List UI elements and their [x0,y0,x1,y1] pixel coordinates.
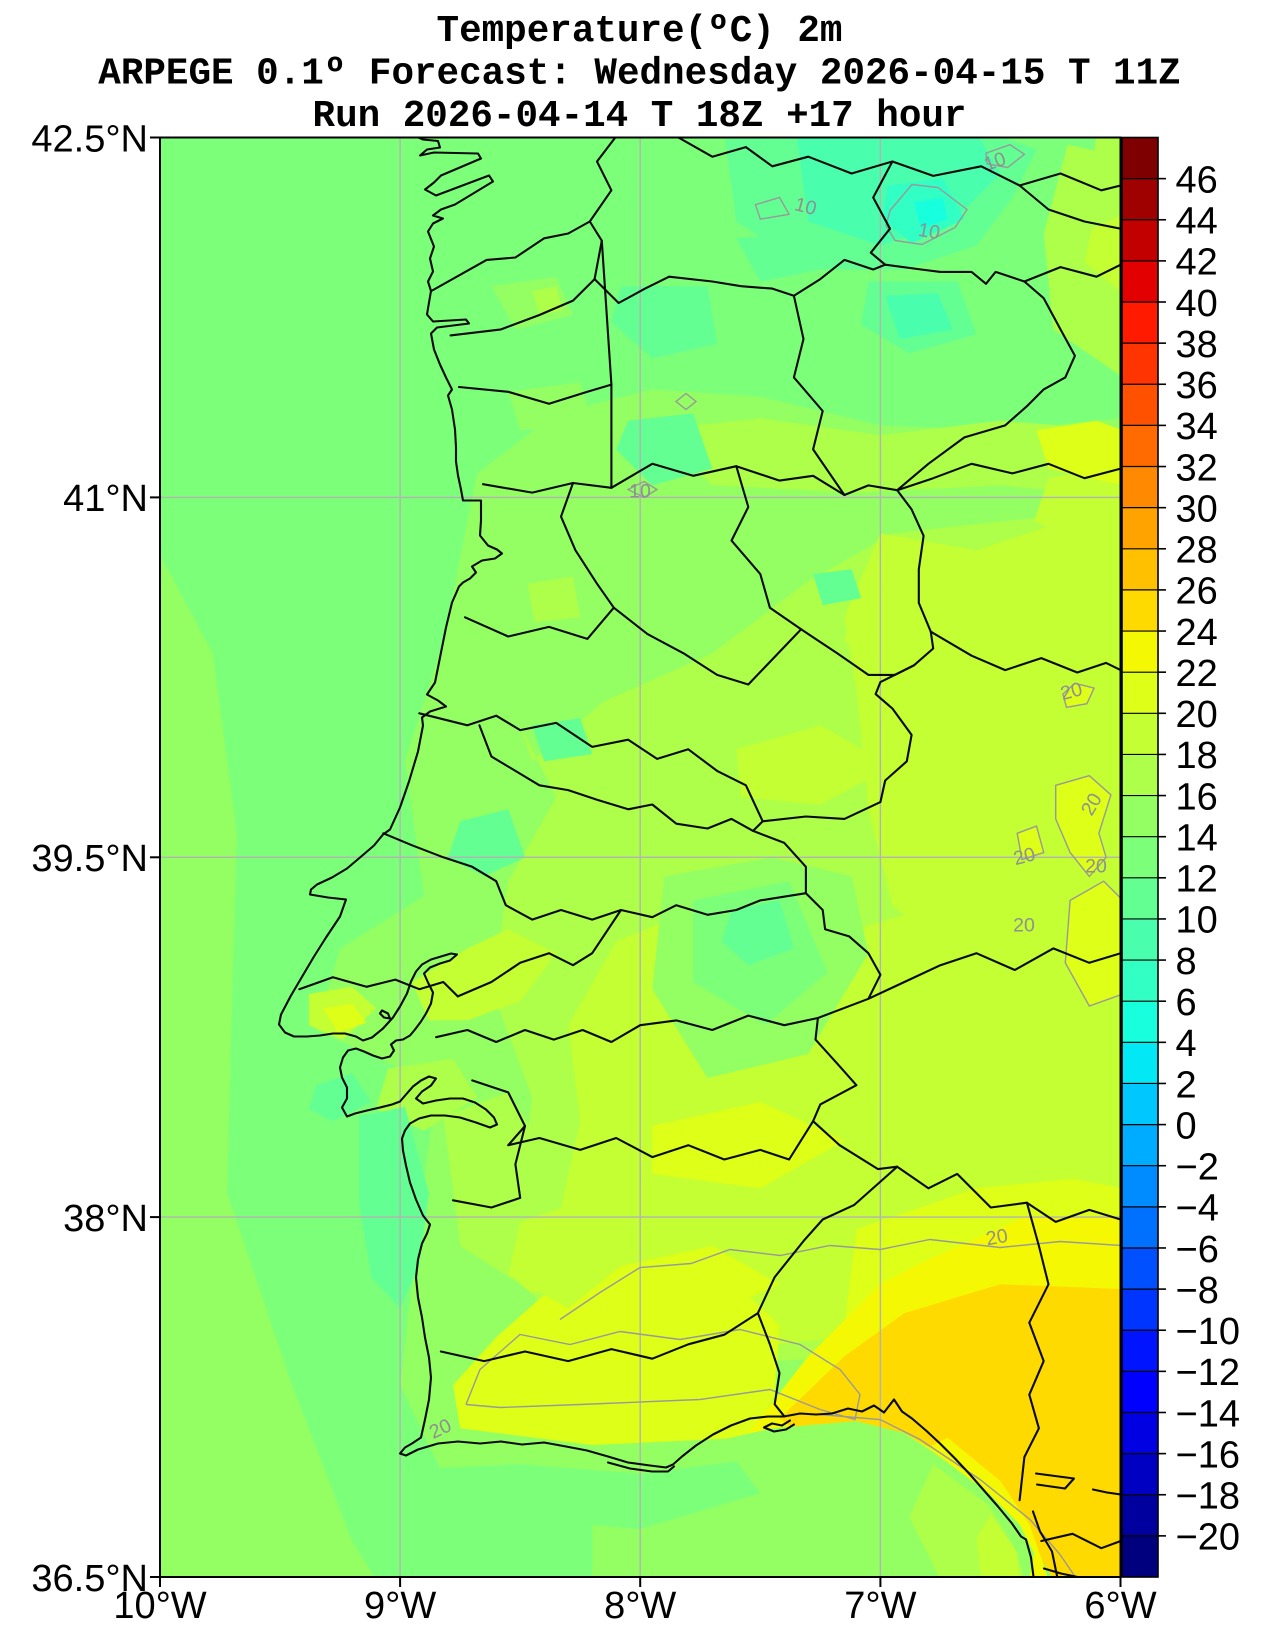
svg-text:8: 8 [1176,941,1197,983]
svg-text:−2: −2 [1176,1147,1219,1189]
svg-text:ARPEGE 0.1º Forecast: Wednesda: ARPEGE 0.1º Forecast: Wednesday 2026-04-… [98,54,1180,96]
svg-text:−6: −6 [1176,1229,1219,1271]
svg-text:20: 20 [1013,915,1035,937]
svg-text:Temperature(ºC) 2m: Temperature(ºC) 2m [437,11,843,53]
svg-text:10: 10 [1176,900,1218,942]
svg-text:30: 30 [1176,489,1218,531]
svg-text:2: 2 [1176,1064,1197,1106]
svg-text:24: 24 [1176,612,1218,654]
svg-text:−20: −20 [1176,1517,1240,1559]
svg-text:38: 38 [1176,324,1218,366]
svg-text:34: 34 [1176,406,1218,448]
svg-text:41°N: 41°N [63,478,148,520]
svg-text:42.5°N: 42.5°N [31,118,148,160]
svg-text:10°W: 10°W [113,1585,206,1627]
svg-text:42: 42 [1176,242,1218,284]
svg-text:20: 20 [984,1225,1009,1250]
svg-text:22: 22 [1176,653,1218,695]
svg-text:7°W: 7°W [844,1585,916,1627]
svg-text:28: 28 [1176,530,1218,572]
svg-text:32: 32 [1176,447,1218,489]
svg-text:46: 46 [1176,159,1218,201]
svg-text:38°N: 38°N [63,1198,148,1240]
svg-text:26: 26 [1176,571,1218,613]
svg-text:10: 10 [629,481,651,503]
svg-text:36: 36 [1176,365,1218,407]
svg-text:36.5°N: 36.5°N [31,1558,148,1600]
svg-text:16: 16 [1176,776,1218,818]
svg-text:−12: −12 [1176,1352,1240,1394]
svg-text:18: 18 [1176,735,1218,777]
svg-text:0: 0 [1176,1105,1197,1147]
svg-text:8°W: 8°W [604,1585,676,1627]
svg-text:−14: −14 [1176,1393,1240,1435]
svg-text:6°W: 6°W [1084,1585,1156,1627]
svg-text:40: 40 [1176,283,1218,325]
svg-text:−18: −18 [1176,1476,1240,1518]
svg-text:−8: −8 [1176,1270,1219,1312]
svg-text:10: 10 [916,219,941,244]
svg-text:−10: −10 [1176,1311,1240,1353]
svg-text:4: 4 [1176,1023,1197,1065]
svg-text:Run 2026-04-14 T 18Z +17 hour: Run 2026-04-14 T 18Z +17 hour [313,96,967,138]
svg-text:12: 12 [1176,859,1218,901]
svg-text:39.5°N: 39.5°N [31,838,148,880]
svg-text:14: 14 [1176,818,1218,860]
svg-text:−4: −4 [1176,1188,1219,1230]
svg-text:20: 20 [1176,694,1218,736]
svg-text:−16: −16 [1176,1434,1240,1476]
svg-text:6: 6 [1176,982,1197,1024]
svg-text:9°W: 9°W [364,1585,436,1627]
svg-text:20: 20 [1085,856,1107,878]
svg-text:44: 44 [1176,201,1218,243]
